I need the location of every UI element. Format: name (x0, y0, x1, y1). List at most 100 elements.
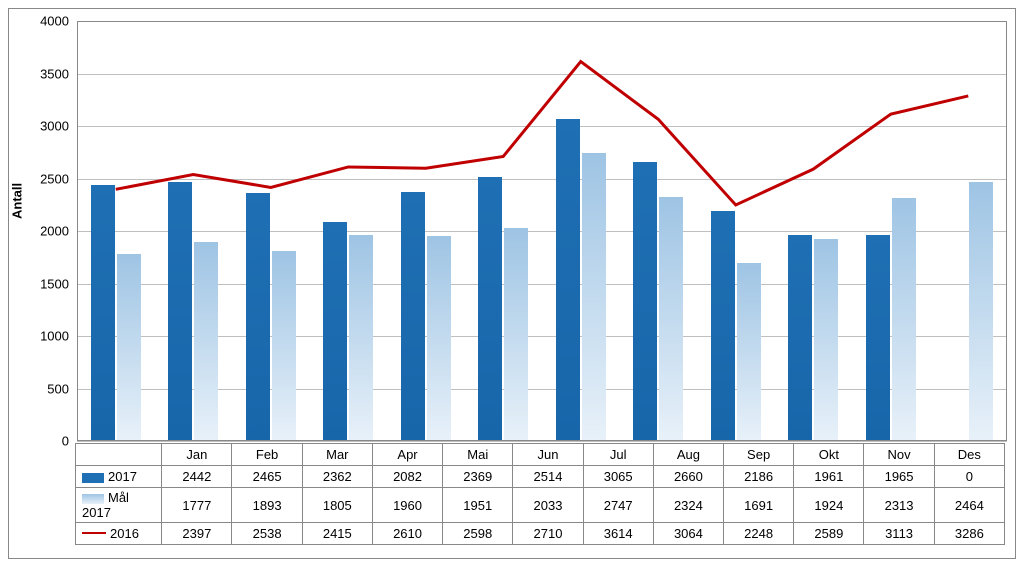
y-tick-label: 2000 (40, 224, 69, 239)
table-cell: 2397 (162, 523, 232, 545)
table-cell: 3064 (653, 523, 723, 545)
bar-mal2017 (969, 182, 993, 441)
table-cell: 2598 (443, 523, 513, 545)
bar-group (310, 222, 388, 441)
bar-group (930, 182, 1008, 441)
bar-mal2017 (349, 235, 373, 441)
gridline (77, 441, 1007, 442)
bar-group (465, 177, 543, 441)
table-header-cell: Jul (583, 444, 653, 466)
table-cell: 3286 (934, 523, 1004, 545)
bar-group (77, 185, 155, 441)
bar-s2017 (788, 235, 812, 441)
table-cell: 2248 (724, 523, 794, 545)
bar-s2017 (246, 193, 270, 441)
table-cell: 2186 (724, 466, 794, 488)
table-cell: 1951 (443, 488, 513, 523)
table-cell: 3614 (583, 523, 653, 545)
chart-container: Antall 05001000150020002500300035004000 … (8, 8, 1016, 559)
bar-mal2017 (194, 242, 218, 441)
table-row: Mål 201717771893180519601951203327472324… (76, 488, 1005, 523)
bar-mal2017 (659, 197, 683, 441)
bar-mal2017 (427, 236, 451, 441)
table-cell: 1924 (794, 488, 864, 523)
bar-group (542, 119, 620, 441)
table-cell: 2033 (513, 488, 583, 523)
table-cell: 2324 (653, 488, 723, 523)
table-cell: 2442 (162, 466, 232, 488)
y-tick-label: 1000 (40, 329, 69, 344)
bar-mal2017 (737, 263, 761, 441)
plot-area (77, 21, 1007, 441)
y-tick-label: 1500 (40, 276, 69, 291)
table-header-cell: Sep (724, 444, 794, 466)
table-cell: 1691 (724, 488, 794, 523)
table-cell: 1965 (864, 466, 934, 488)
legend-label: 2017 (108, 469, 137, 484)
table-header-cell: Nov (864, 444, 934, 466)
table-cell: 2313 (864, 488, 934, 523)
legend-cell-s2017: 2017 (76, 466, 162, 488)
bar-mal2017 (504, 228, 528, 441)
table-cell: 2082 (372, 466, 442, 488)
bar-s2017 (168, 182, 192, 441)
table-cell: 3113 (864, 523, 934, 545)
bar-s2017 (478, 177, 502, 441)
bar-s2017 (323, 222, 347, 441)
bar-mal2017 (117, 254, 141, 441)
y-tick-label: 3000 (40, 119, 69, 134)
table-cell: 1777 (162, 488, 232, 523)
y-tick-label: 500 (47, 381, 69, 396)
table-cell: 2415 (302, 523, 372, 545)
table-cell: 3065 (583, 466, 653, 488)
bar-mal2017 (272, 251, 296, 441)
bar-s2017 (633, 162, 657, 441)
bar-group (620, 162, 698, 441)
data-table: JanFebMarAprMaiJunJulAugSepOktNovDes 201… (75, 443, 1005, 545)
bar-s2017 (556, 119, 580, 441)
table-header-cell: Mai (443, 444, 513, 466)
table-cell: 2465 (232, 466, 302, 488)
legend-blank-cell (76, 444, 162, 466)
table-cell: 2538 (232, 523, 302, 545)
table-cell: 1893 (232, 488, 302, 523)
bar-s2017 (711, 211, 735, 441)
table-cell: 2660 (653, 466, 723, 488)
bar-mal2017 (582, 153, 606, 441)
bar-mal2017 (892, 198, 916, 441)
bar-group (775, 235, 853, 441)
line-swatch-icon (82, 532, 106, 534)
bar-swatch-icon (82, 473, 104, 483)
bar-group (387, 192, 465, 441)
bar-s2017 (401, 192, 425, 441)
table-row-categories: JanFebMarAprMaiJunJulAugSepOktNovDes (76, 444, 1005, 466)
table-header-cell: Mar (302, 444, 372, 466)
table-header-cell: Okt (794, 444, 864, 466)
table-header-cell: Jun (513, 444, 583, 466)
table-cell: 2514 (513, 466, 583, 488)
bars-layer (77, 21, 1007, 441)
table-cell: 2710 (513, 523, 583, 545)
table-cell: 1805 (302, 488, 372, 523)
table-cell: 1961 (794, 466, 864, 488)
table-row: 2017244224652362208223692514306526602186… (76, 466, 1005, 488)
bar-group (852, 198, 930, 441)
table-header-cell: Aug (653, 444, 723, 466)
legend-cell-s2016: 2016 (76, 523, 162, 545)
table-cell: 1960 (372, 488, 442, 523)
bar-mal2017 (814, 239, 838, 441)
y-tick-label: 4000 (40, 14, 69, 29)
table-cell: 2362 (302, 466, 372, 488)
y-axis-labels: 05001000150020002500300035004000 (9, 21, 73, 441)
legend-label: 2016 (110, 526, 139, 541)
bar-group (232, 193, 310, 441)
bar-group (155, 182, 233, 441)
bar-s2017 (91, 185, 115, 441)
table-row: 2016239725382415261025982710361430642248… (76, 523, 1005, 545)
y-tick-label: 0 (62, 434, 69, 449)
table-cell: 2464 (934, 488, 1004, 523)
y-tick-label: 3500 (40, 66, 69, 81)
table-header-cell: Des (934, 444, 1004, 466)
bar-s2017 (866, 235, 890, 441)
bar-group (697, 211, 775, 441)
